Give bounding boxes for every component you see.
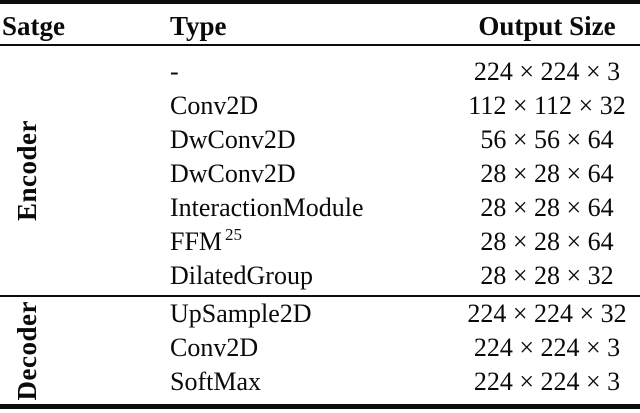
header-stage: Satge (2, 10, 65, 41)
type-cell: Conv2D (170, 91, 259, 120)
table-row: DwConv2D 56 × 56 × 64 (0, 123, 640, 157)
table-row: - 224 × 224 × 3 (0, 55, 640, 89)
table-row: DwConv2D 28 × 28 × 64 (0, 157, 640, 191)
output-size-cell: 224 × 224 × 3 (473, 57, 621, 86)
output-size-cell: 112 × 112 × 32 (468, 91, 626, 120)
type-cell: DwConv2D (170, 125, 296, 154)
table-row: FFM 25 28 × 28 × 64 (0, 225, 640, 259)
encoder-decoder-divider-rule (0, 295, 640, 297)
encoder-section: - 224 × 224 × 3 Conv2D 112 × 112 × 32 Dw… (0, 46, 640, 295)
type-cell: DilatedGroup (170, 261, 313, 290)
table-top-rule (0, 0, 640, 4)
table-row: UpSample2D 224 × 224 × 32 (0, 297, 640, 331)
output-size-cell: 28 × 28 × 64 (480, 227, 614, 256)
table-bottom-rule (0, 404, 640, 409)
table-row: SoftMax 224 × 224 × 3 (0, 365, 640, 399)
output-size-cell: 28 × 28 × 32 (480, 261, 614, 290)
table-row: Conv2D 224 × 224 × 3 (0, 331, 640, 365)
table-header-row: Satge Type Output Size (0, 9, 640, 43)
type-cell: Conv2D (170, 333, 259, 362)
output-size-cell: 224 × 224 × 3 (473, 367, 621, 396)
table-row: Conv2D 112 × 112 × 32 (0, 89, 640, 123)
type-cell-with-citation: FFM 25 (170, 225, 243, 257)
header-type: Type (170, 10, 227, 41)
type-cell: DwConv2D (170, 159, 296, 188)
table-row: DilatedGroup 28 × 28 × 32 (0, 259, 640, 293)
type-cell-text: FFM (170, 227, 223, 256)
table-row: InteractionModule 28 × 28 × 64 (0, 191, 640, 225)
header-output-size: Output Size (478, 10, 616, 41)
output-size-cell: 28 × 28 × 64 (480, 159, 614, 188)
output-size-cell: 28 × 28 × 64 (480, 193, 614, 222)
type-cell: - (170, 57, 179, 86)
type-cell: InteractionModule (170, 193, 364, 222)
output-size-cell: 224 × 224 × 3 (473, 333, 621, 362)
type-cell: UpSample2D (170, 299, 312, 328)
decoder-section: UpSample2D 224 × 224 × 32 Conv2D 224 × 2… (0, 297, 640, 404)
header-bottom-rule (0, 44, 640, 46)
type-cell: SoftMax (170, 367, 261, 396)
output-size-cell: 56 × 56 × 64 (480, 125, 614, 154)
output-size-cell: 224 × 224 × 32 (467, 299, 627, 328)
citation-superscript: 25 (225, 225, 243, 245)
